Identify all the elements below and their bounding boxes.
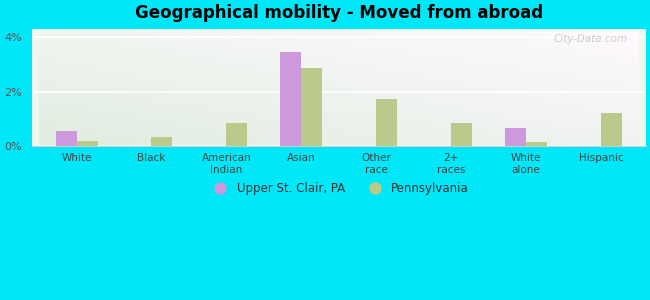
Bar	[56, 131, 77, 146]
Text: City-Data.com: City-Data.com	[553, 34, 627, 44]
Bar	[376, 99, 397, 146]
Bar	[77, 141, 98, 146]
Bar	[526, 142, 547, 146]
Bar	[302, 68, 322, 146]
Bar	[505, 128, 526, 146]
Bar	[451, 123, 472, 146]
Title: Geographical mobility - Moved from abroad: Geographical mobility - Moved from abroa…	[135, 4, 543, 22]
Legend: Upper St. Clair, PA, Pennsylvania: Upper St. Clair, PA, Pennsylvania	[204, 178, 474, 200]
Bar	[226, 123, 248, 146]
Bar	[151, 137, 172, 146]
Bar	[280, 52, 302, 146]
Bar	[601, 112, 622, 146]
